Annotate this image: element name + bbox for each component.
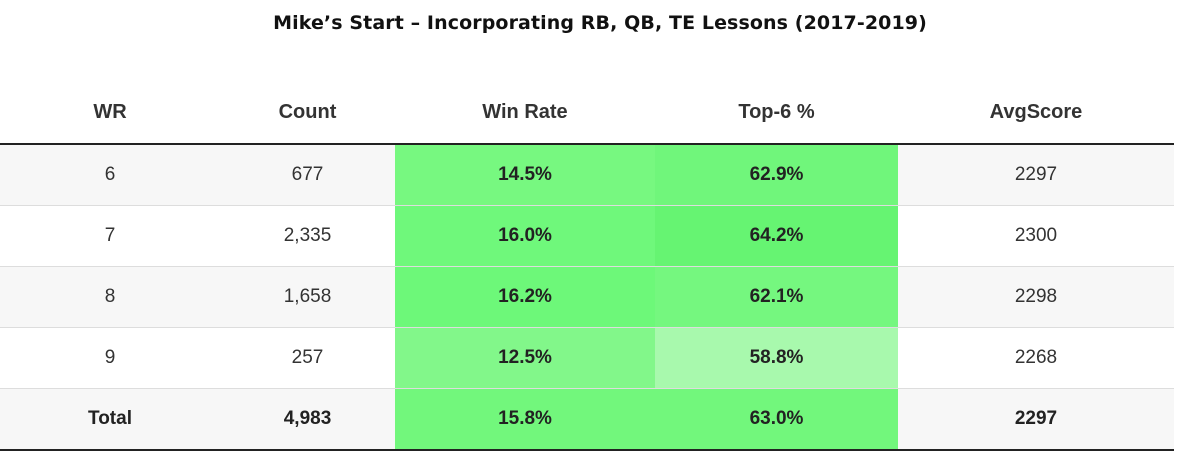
header-wr: WR [0,81,220,145]
cell-top6: 62.1% [655,266,898,328]
total-win-rate: 15.8% [395,388,655,451]
total-label: Total [0,388,220,451]
cell-count: 677 [220,144,395,206]
cell-top6: 62.9% [655,144,898,206]
total-top6: 63.0% [655,388,898,451]
table-row: 8 1,658 16.2% 62.1% 2298 [0,266,1174,328]
header-top6: Top-6 % [655,81,898,145]
total-row: Total 4,983 15.8% 63.0% 2297 [0,388,1174,451]
cell-count: 257 [220,327,395,389]
cell-win-rate: 14.5% [395,144,655,206]
cell-avg-score: 2268 [898,327,1174,389]
table-row: 7 2,335 16.0% 64.2% 2300 [0,205,1174,267]
chart-title: Mike’s Start – Incorporating RB, QB, TE … [273,12,927,34]
table-row: 6 677 14.5% 62.9% 2297 [0,144,1174,206]
cell-count: 2,335 [220,205,395,267]
cell-win-rate: 12.5% [395,327,655,389]
cell-wr: 7 [0,205,220,267]
cell-wr: 9 [0,327,220,389]
table-row: 9 257 12.5% 58.8% 2268 [0,327,1174,389]
cell-win-rate: 16.0% [395,205,655,267]
total-avg-score: 2297 [898,388,1174,451]
cell-count: 1,658 [220,266,395,328]
cell-wr: 8 [0,266,220,328]
cell-avg-score: 2298 [898,266,1174,328]
header-win-rate: Win Rate [395,81,655,145]
header-row: WR Count Win Rate Top-6 % AvgScore [0,81,1174,145]
cell-win-rate: 16.2% [395,266,655,328]
cell-avg-score: 2300 [898,205,1174,267]
header-avg-score: AvgScore [898,81,1174,145]
header-count: Count [220,81,395,145]
total-count: 4,983 [220,388,395,451]
cell-top6: 58.8% [655,327,898,389]
stats-table: WR Count Win Rate Top-6 % AvgScore 6 677… [0,81,1174,451]
cell-top6: 64.2% [655,205,898,267]
cell-avg-score: 2297 [898,144,1174,206]
cell-wr: 6 [0,144,220,206]
